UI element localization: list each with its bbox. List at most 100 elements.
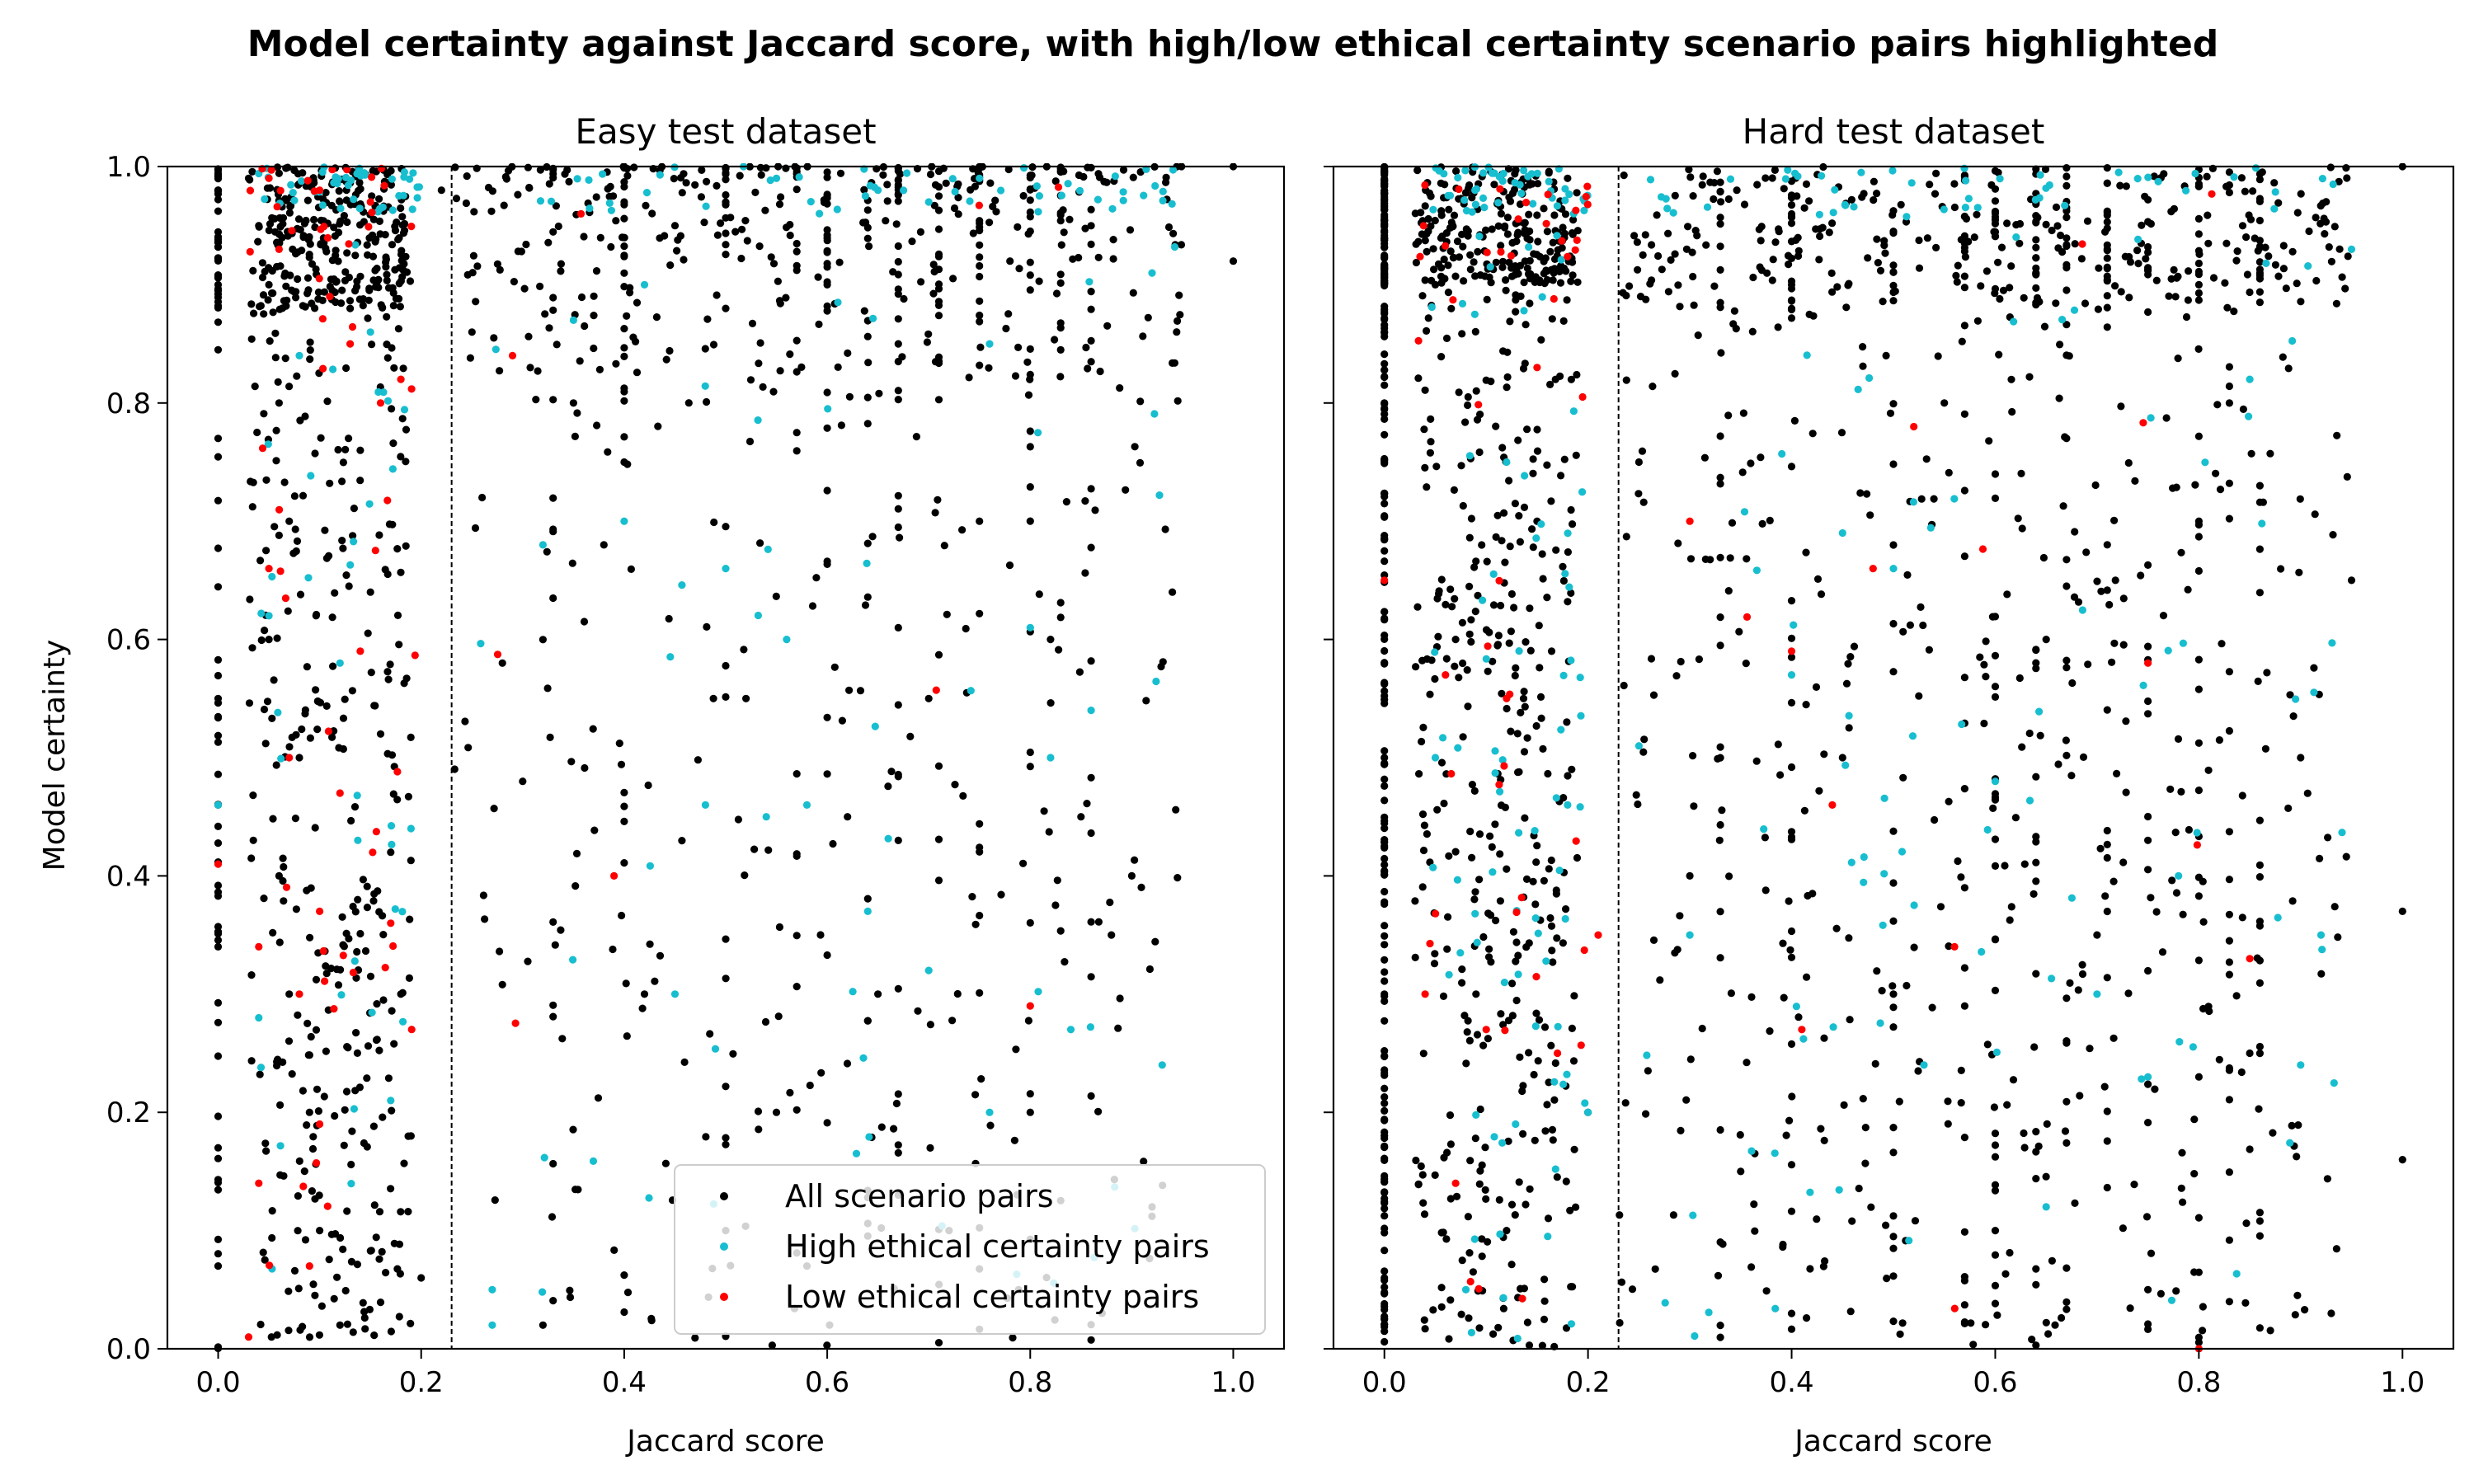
all-pairs-point <box>2144 697 2152 706</box>
high-certainty-point <box>1527 170 1536 178</box>
all-pairs-point <box>1878 987 1886 995</box>
x-axis-label: Jaccard score <box>625 1425 825 1458</box>
all-pairs-point <box>703 315 712 323</box>
high-certainty-point <box>884 834 892 843</box>
all-pairs-point <box>2042 1318 2050 1327</box>
low-certainty-point <box>275 505 284 514</box>
x-tick-label: 0.8 <box>2176 1366 2221 1399</box>
all-pairs-point <box>1380 366 1389 374</box>
high-certainty-point <box>2245 412 2253 420</box>
all-pairs-point <box>2083 217 2092 225</box>
all-pairs-point <box>1151 937 1159 946</box>
all-pairs-point <box>1634 800 1642 809</box>
high-certainty-point <box>2328 639 2336 647</box>
all-pairs-point <box>823 237 831 245</box>
all-pairs-point <box>1677 657 1685 666</box>
all-pairs-point <box>2246 1145 2254 1153</box>
high-certainty-point <box>1557 256 1565 264</box>
high-certainty-point <box>2078 606 2086 614</box>
all-pairs-point <box>620 252 628 261</box>
all-pairs-point <box>622 979 630 988</box>
all-pairs-point <box>2003 219 2011 228</box>
all-pairs-point <box>322 189 330 197</box>
panel-title: Easy test dataset <box>575 111 876 152</box>
high-certainty-point <box>1047 754 1055 762</box>
all-pairs-point <box>701 345 709 353</box>
all-pairs-point <box>364 251 372 259</box>
all-pairs-point <box>1509 928 1517 936</box>
all-pairs-point <box>2048 1256 2056 1265</box>
all-pairs-point <box>1991 796 2000 804</box>
all-pairs-point <box>306 734 314 742</box>
all-pairs-point <box>571 432 580 441</box>
all-pairs-point <box>1625 282 1634 290</box>
all-pairs-point <box>1540 270 1548 278</box>
low-certainty-point <box>2193 841 2201 849</box>
all-pairs-point <box>761 1017 770 1026</box>
low-certainty-point <box>397 375 405 383</box>
all-pairs-point <box>2316 854 2324 862</box>
low-certainty-point <box>1503 694 1511 702</box>
all-pairs-point <box>1672 672 1681 680</box>
high-certainty-point <box>1087 707 1095 715</box>
all-pairs-point <box>986 1121 995 1129</box>
all-pairs-point <box>1766 516 1774 525</box>
all-pairs-point <box>2194 1073 2203 1081</box>
low-certainty-point <box>1542 219 1550 228</box>
all-pairs-point <box>1062 498 1070 506</box>
all-pairs-point <box>260 895 268 903</box>
x-tick-label: 0.6 <box>805 1366 849 1399</box>
all-pairs-point <box>1540 204 1548 213</box>
all-pairs-point <box>2177 548 2185 556</box>
high-certainty-point <box>413 194 421 202</box>
all-pairs-point <box>1006 257 1014 265</box>
all-pairs-point <box>1716 473 1724 481</box>
all-pairs-point <box>793 983 801 991</box>
high-certainty-point <box>2189 1043 2197 1051</box>
all-pairs-point <box>894 505 902 513</box>
all-pairs-point <box>1730 307 1738 315</box>
high-certainty-point <box>1520 167 1528 175</box>
all-pairs-point <box>1526 181 1534 189</box>
all-pairs-point <box>1710 195 1718 204</box>
all-pairs-point <box>310 179 318 187</box>
low-certainty-point <box>2208 190 2216 198</box>
all-pairs-point <box>1899 627 1907 636</box>
all-pairs-point <box>338 477 346 486</box>
all-pairs-point <box>1513 730 1522 738</box>
all-pairs-point <box>1500 223 1509 232</box>
all-pairs-point <box>2255 288 2264 296</box>
all-pairs-point <box>1787 828 1796 836</box>
all-pairs-point <box>1004 165 1013 174</box>
high-certainty-point <box>2114 168 2123 176</box>
high-certainty-point <box>1086 1023 1094 1031</box>
all-pairs-point <box>328 613 336 622</box>
all-pairs-point <box>1694 331 1702 340</box>
low-certainty-point <box>975 201 983 209</box>
all-pairs-point <box>1497 1010 1505 1018</box>
all-pairs-point <box>2295 568 2303 577</box>
all-pairs-point <box>934 1339 943 1347</box>
all-pairs-point <box>1412 1156 1420 1165</box>
all-pairs-point <box>845 392 854 401</box>
all-pairs-point <box>1991 167 2000 175</box>
all-pairs-point <box>2007 375 2015 383</box>
all-pairs-point <box>2103 706 2111 714</box>
all-pairs-point <box>1864 254 1872 262</box>
all-pairs-point <box>2174 355 2182 363</box>
all-pairs-point <box>2103 541 2111 549</box>
all-pairs-point <box>722 190 730 200</box>
all-pairs-point <box>2255 816 2264 824</box>
all-pairs-point <box>931 509 939 517</box>
all-pairs-point <box>793 368 801 376</box>
all-pairs-point <box>1127 871 1136 880</box>
all-pairs-point <box>1771 238 1780 247</box>
legend-marker-high <box>720 1242 728 1251</box>
high-certainty-point <box>1860 878 1868 886</box>
high-certainty-point <box>1657 193 1666 201</box>
all-pairs-point <box>268 714 276 723</box>
all-pairs-point <box>1686 1055 1695 1064</box>
all-pairs-point <box>389 302 397 310</box>
all-pairs-point <box>1689 272 1697 281</box>
all-pairs-point <box>1499 1304 1507 1313</box>
